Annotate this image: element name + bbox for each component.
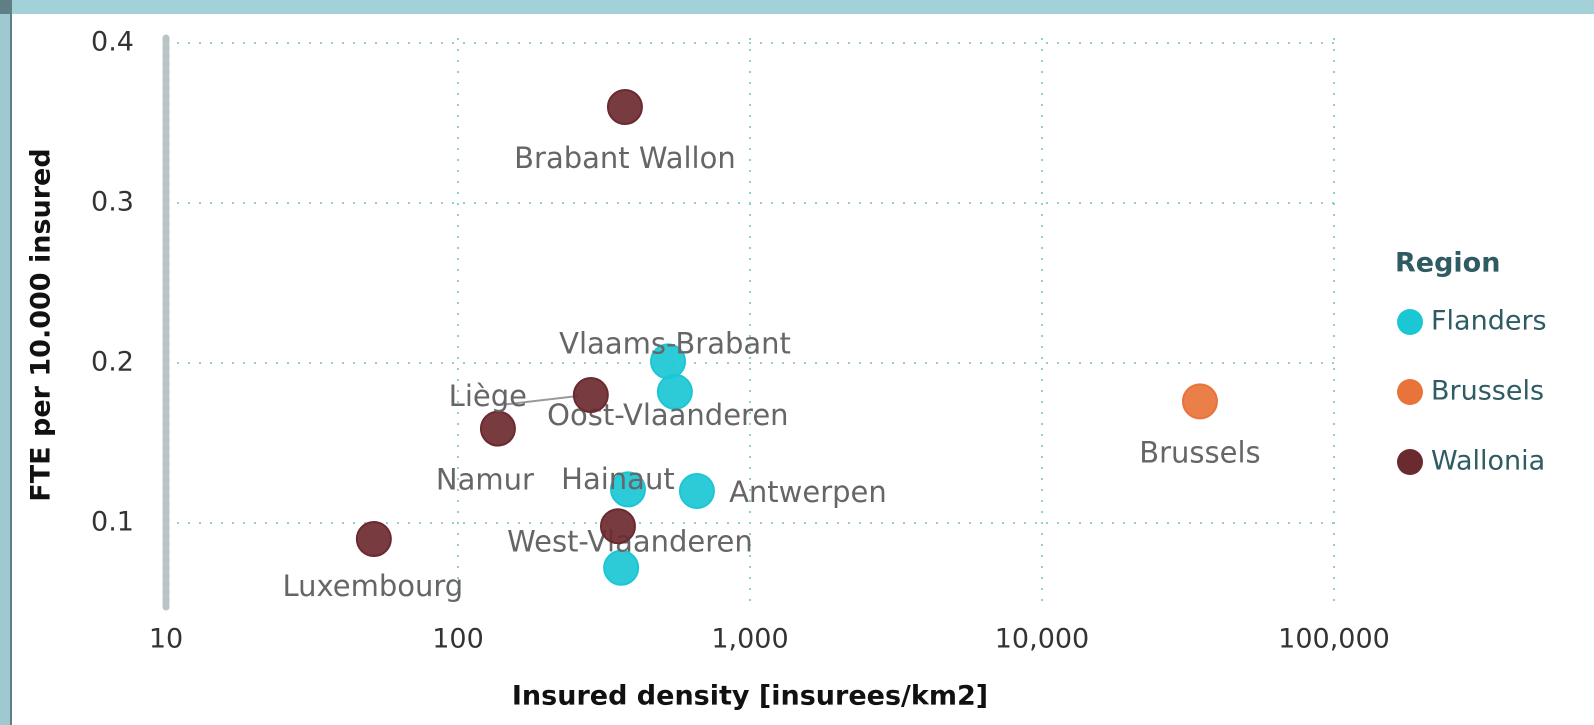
legend-label: Flanders [1431, 306, 1547, 337]
legend-label: Brussels [1431, 376, 1544, 407]
point-label: Antwerpen [729, 475, 887, 509]
x-tick-label: 1,000 [711, 624, 788, 655]
left-edge-inner [0, 14, 10, 725]
point-label: Liège [449, 379, 527, 413]
y-tick-label: 0.2 [91, 347, 134, 378]
legend-label: Wallonia [1431, 446, 1545, 477]
point [656, 373, 693, 410]
point-label: Luxembourg [282, 569, 463, 603]
x-tick-label: 10 [149, 624, 183, 655]
legend-marker [1397, 379, 1423, 405]
point-label: Brabant Wallon [514, 141, 736, 175]
point [599, 508, 636, 545]
y-tick-label: 0.1 [91, 507, 134, 538]
x-axis-title: Insured density [insurees/km2] [512, 681, 988, 712]
y-axis-title: FTE per 10.000 insured [26, 148, 57, 501]
x-tick-label: 100 [432, 624, 484, 655]
point [609, 471, 646, 508]
point [479, 410, 516, 447]
point [603, 549, 640, 586]
point-label: Brussels [1139, 435, 1260, 469]
x-tick-label: 100,000 [1278, 624, 1390, 655]
header-band [0, 0, 1594, 14]
legend-marker [1397, 309, 1423, 335]
legend-title: Region [1395, 248, 1500, 279]
y-tick-label: 0.4 [91, 27, 134, 58]
point-label: Hainaut [561, 462, 675, 496]
point-label: Vlaams-Brabant [559, 326, 791, 360]
point [1181, 383, 1218, 420]
point [572, 377, 609, 413]
point [678, 473, 715, 509]
point-label: Namur [436, 463, 534, 497]
point [606, 89, 643, 125]
leader-line [499, 395, 579, 406]
y-tick-label: 0.3 [91, 187, 134, 218]
x-tick-label: 10,000 [995, 624, 1089, 655]
legend-marker [1397, 449, 1423, 475]
point [355, 521, 392, 557]
